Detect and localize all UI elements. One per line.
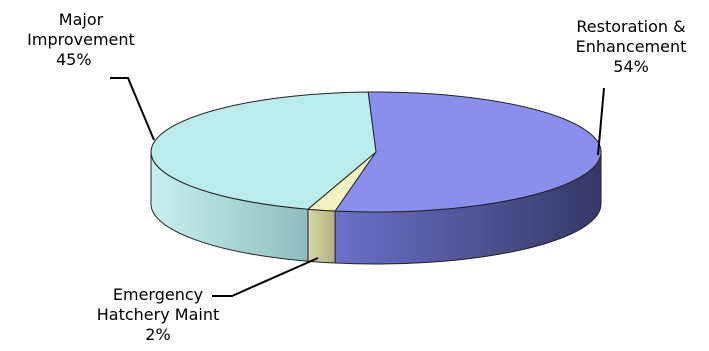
pie-top-layer bbox=[150, 91, 602, 213]
leader-lines bbox=[110, 77, 605, 297]
slice-top-restoration-enhancement bbox=[334, 91, 602, 213]
label-line: Major bbox=[58, 10, 104, 29]
slice-label-major-improvement: Major Improvement 45% bbox=[2, 10, 160, 70]
value-label: 45% bbox=[56, 50, 92, 69]
leader-line-emergency-hatchery bbox=[212, 257, 319, 297]
leader-line-restoration-enhancement bbox=[597, 87, 605, 156]
slice-label-restoration-enhancement: Restoration & Enhancement 54% bbox=[553, 17, 709, 77]
label-line: Improvement bbox=[27, 30, 135, 49]
leader-line-major-improvement bbox=[110, 77, 155, 141]
label-line: Emergency bbox=[112, 285, 204, 304]
slice-top-major-improvement bbox=[150, 91, 377, 210]
label-line: Hatchery Maint bbox=[96, 305, 220, 324]
value-label: 54% bbox=[613, 57, 649, 76]
label-line: Enhancement bbox=[575, 37, 687, 56]
label-line: Restoration & bbox=[576, 17, 686, 36]
value-label: 2% bbox=[145, 325, 171, 344]
pie-side-layer bbox=[150, 151, 602, 265]
slice-label-emergency-hatchery: Emergency Hatchery Maint 2% bbox=[72, 285, 244, 345]
slice-side-emergency-hatchery-maint bbox=[307, 208, 336, 264]
